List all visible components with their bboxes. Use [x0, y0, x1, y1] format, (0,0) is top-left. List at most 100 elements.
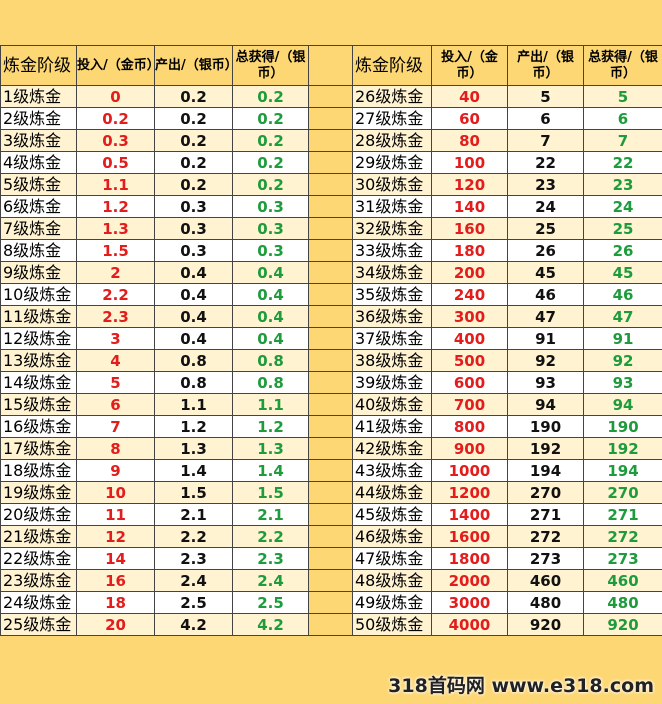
- total-cell: 192: [583, 437, 662, 460]
- output-cell: 1.5: [154, 481, 233, 504]
- input-cell: 900: [431, 437, 508, 460]
- input-cell: 0.3: [76, 129, 155, 152]
- output-cell: 23: [507, 173, 584, 196]
- input-cell: 3: [76, 327, 155, 350]
- level-cell: 45级炼金: [352, 503, 432, 526]
- output-cell: 2.1: [154, 503, 233, 526]
- input-cell: 8: [76, 437, 155, 460]
- total-cell: 1.5: [232, 481, 309, 504]
- level-cell: 15级炼金: [0, 393, 77, 416]
- level-cell: 16级炼金: [0, 415, 77, 438]
- total-cell: 1.2: [232, 415, 309, 438]
- total-cell: 0.2: [232, 151, 309, 174]
- table-row: 19级炼金 10 1.5 1.5 44级炼金 1200 270 270: [0, 481, 662, 504]
- level-cell: 32级炼金: [352, 217, 432, 240]
- level-cell: 37级炼金: [352, 327, 432, 350]
- total-cell: 1.4: [232, 459, 309, 482]
- input-cell: 4000: [431, 613, 508, 636]
- level-cell: 11级炼金: [0, 305, 77, 328]
- gap-cell: [308, 503, 353, 526]
- output-cell: 0.4: [154, 261, 233, 284]
- table-row: 5级炼金 1.1 0.2 0.2 30级炼金 120 23 23: [0, 173, 662, 196]
- level-cell: 35级炼金: [352, 283, 432, 306]
- output-cell: 270: [507, 481, 584, 504]
- level-cell: 27级炼金: [352, 107, 432, 130]
- input-cell: 6: [76, 393, 155, 416]
- output-cell: 46: [507, 283, 584, 306]
- output-cell: 47: [507, 305, 584, 328]
- input-cell: 0.2: [76, 107, 155, 130]
- input-cell: 1000: [431, 459, 508, 482]
- total-cell: 6: [583, 107, 662, 130]
- total-cell: 94: [583, 393, 662, 416]
- table-row: 9级炼金 2 0.4 0.4 34级炼金 200 45 45: [0, 261, 662, 284]
- level-cell: 21级炼金: [0, 525, 77, 548]
- table-row: 20级炼金 11 2.1 2.1 45级炼金 1400 271 271: [0, 503, 662, 526]
- level-cell: 40级炼金: [352, 393, 432, 416]
- total-cell: 0.3: [232, 239, 309, 262]
- output-cell: 0.2: [154, 107, 233, 130]
- input-cell: 800: [431, 415, 508, 438]
- output-cell: 0.8: [154, 371, 233, 394]
- gap-cell: [308, 481, 353, 504]
- total-cell: 460: [583, 569, 662, 592]
- gap-cell: [308, 217, 353, 240]
- table-row: 25级炼金 20 4.2 4.2 50级炼金 4000 920 920: [0, 613, 662, 636]
- input-cell: 1.2: [76, 195, 155, 218]
- input-cell: 10: [76, 481, 155, 504]
- input-cell: 1600: [431, 525, 508, 548]
- input-cell: 3000: [431, 591, 508, 614]
- output-cell: 0.8: [154, 349, 233, 372]
- total-cell: 2.5: [232, 591, 309, 614]
- gap-cell: [308, 151, 353, 174]
- output-cell: 0.2: [154, 85, 233, 108]
- gap-cell: [308, 239, 353, 262]
- input-cell: 1400: [431, 503, 508, 526]
- gap-cell: [308, 547, 353, 570]
- header-cell: 总获得/（银币）: [583, 45, 662, 86]
- output-cell: 0.4: [154, 305, 233, 328]
- table-row: 6级炼金 1.2 0.3 0.3 31级炼金 140 24 24: [0, 195, 662, 218]
- level-cell: 44级炼金: [352, 481, 432, 504]
- level-cell: 1级炼金: [0, 85, 77, 108]
- input-cell: 7: [76, 415, 155, 438]
- level-cell: 30级炼金: [352, 173, 432, 196]
- output-cell: 92: [507, 349, 584, 372]
- input-cell: 2: [76, 261, 155, 284]
- total-cell: 92: [583, 349, 662, 372]
- level-cell: 36级炼金: [352, 305, 432, 328]
- output-cell: 4.2: [154, 613, 233, 636]
- level-cell: 19级炼金: [0, 481, 77, 504]
- output-cell: 93: [507, 371, 584, 394]
- input-cell: 12: [76, 525, 155, 548]
- level-cell: 7级炼金: [0, 217, 77, 240]
- output-cell: 25: [507, 217, 584, 240]
- table-row: 13级炼金 4 0.8 0.8 38级炼金 500 92 92: [0, 349, 662, 372]
- level-cell: 43级炼金: [352, 459, 432, 482]
- watermark: 318首码网 www.e318.com: [388, 675, 654, 697]
- gap-cell: [308, 349, 353, 372]
- input-cell: 200: [431, 261, 508, 284]
- gap-cell: [308, 415, 353, 438]
- input-cell: 1.3: [76, 217, 155, 240]
- alchemy-table: 炼金阶级 投入/（金币） 产出/（银币） 总获得/（银币） 炼金阶级 投入/（金币） 产出/…: [0, 45, 662, 636]
- output-cell: 194: [507, 459, 584, 482]
- level-cell: 47级炼金: [352, 547, 432, 570]
- gap-cell: [308, 569, 353, 592]
- table-row: 4级炼金 0.5 0.2 0.2 29级炼金 100 22 22: [0, 151, 662, 174]
- input-cell: 11: [76, 503, 155, 526]
- input-cell: 1.1: [76, 173, 155, 196]
- input-cell: 18: [76, 591, 155, 614]
- total-cell: 0.4: [232, 305, 309, 328]
- total-cell: 190: [583, 415, 662, 438]
- input-cell: 400: [431, 327, 508, 350]
- gap-cell: [308, 129, 353, 152]
- output-cell: 2.3: [154, 547, 233, 570]
- total-cell: 91: [583, 327, 662, 350]
- total-cell: 2.2: [232, 525, 309, 548]
- table-row: 18级炼金 9 1.4 1.4 43级炼金 1000 194 194: [0, 459, 662, 482]
- level-cell: 2级炼金: [0, 107, 77, 130]
- level-cell: 41级炼金: [352, 415, 432, 438]
- level-cell: 33级炼金: [352, 239, 432, 262]
